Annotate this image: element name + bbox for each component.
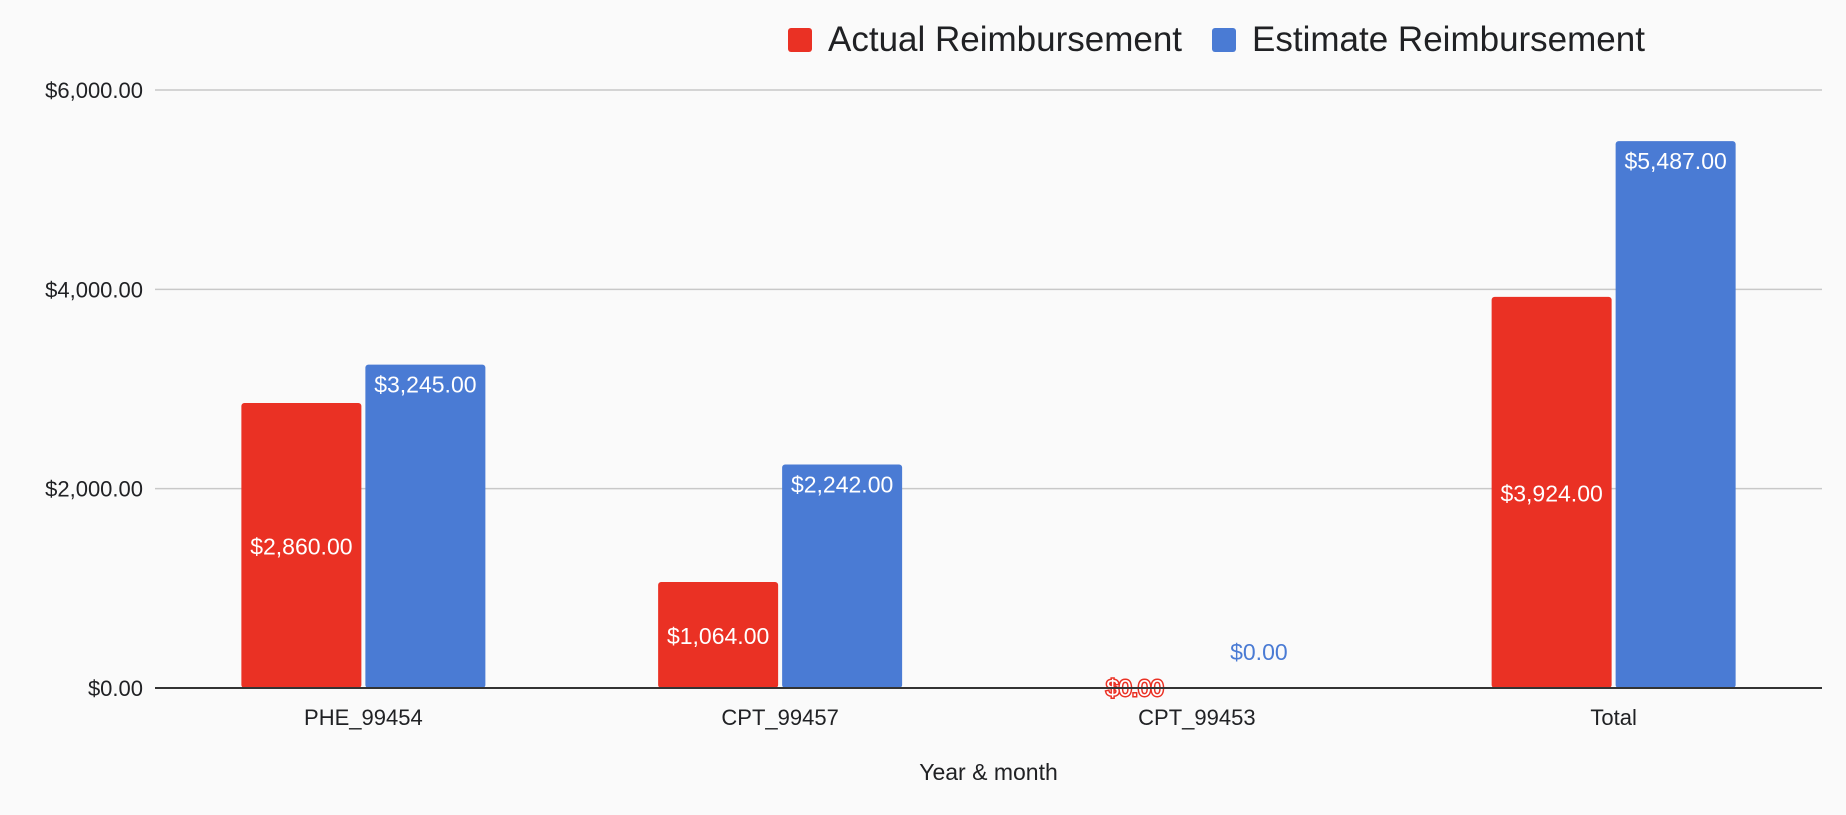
legend: Actual Reimbursement Estimate Reimbursem… bbox=[788, 20, 1675, 60]
x-axis-title: Year & month bbox=[919, 759, 1058, 785]
data-label: $3,245.00 bbox=[374, 372, 476, 398]
legend-item-actual[interactable]: Actual Reimbursement bbox=[788, 20, 1182, 60]
legend-swatch-actual bbox=[788, 28, 812, 52]
x-tick-label: CPT_99457 bbox=[721, 705, 838, 730]
y-tick-label: $2,000.00 bbox=[45, 477, 143, 502]
x-tick-label: Total bbox=[1590, 705, 1636, 730]
bar bbox=[365, 364, 486, 688]
y-tick-label: $0.00 bbox=[88, 676, 143, 701]
legend-item-estimate[interactable]: Estimate Reimbursement bbox=[1212, 20, 1645, 60]
bar bbox=[1615, 141, 1736, 688]
data-label: $0.00 bbox=[1230, 639, 1288, 665]
y-tick-label: $4,000.00 bbox=[45, 277, 143, 302]
data-label: $3,924.00 bbox=[1500, 480, 1602, 506]
bar bbox=[1491, 296, 1612, 688]
data-label: $2,242.00 bbox=[791, 472, 893, 498]
legend-swatch-estimate bbox=[1212, 28, 1237, 52]
x-tick-label: PHE_99454 bbox=[304, 705, 423, 730]
y-tick-label: $6,000.00 bbox=[45, 78, 143, 103]
legend-label-actual: Actual Reimbursement bbox=[828, 20, 1183, 59]
data-label: $2,860.00 bbox=[250, 533, 352, 559]
x-tick-label: CPT_99453 bbox=[1138, 705, 1255, 730]
data-label: $5,487.00 bbox=[1624, 148, 1726, 174]
bar bbox=[782, 464, 903, 688]
bar bbox=[658, 581, 779, 688]
legend-label-estimate: Estimate Reimbursement bbox=[1252, 20, 1645, 59]
bar bbox=[241, 402, 362, 688]
data-label: $1,064.00 bbox=[667, 623, 769, 649]
